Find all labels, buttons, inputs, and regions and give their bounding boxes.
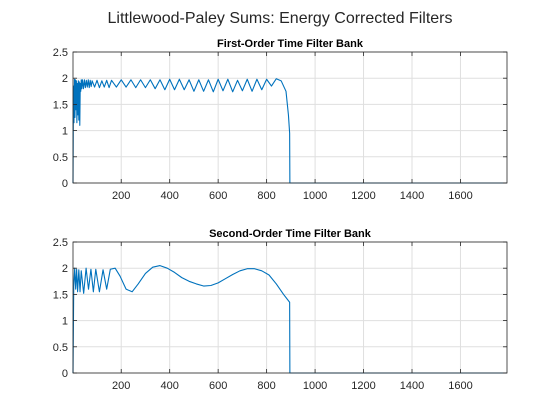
x-tick-label: 1000 [303, 380, 327, 392]
x-tick-label: 400 [161, 380, 179, 392]
y-tick-label: 0 [62, 368, 68, 380]
y-tick-label: 0.5 [53, 342, 68, 354]
x-tick-label: 1400 [400, 380, 424, 392]
series-line-1 [72, 78, 507, 184]
subplot-title: Second-Order Time Filter Bank [209, 228, 372, 240]
x-tick-label: 400 [161, 190, 179, 202]
axes-2: 200 400 600 800 1000 1200 1400 1600 0 0.5 1 1.5 2 2.5… [53, 228, 508, 392]
x-tick-label: 800 [257, 190, 275, 202]
y-tick-label: 1.5 [53, 99, 68, 111]
y-tick-label: 2.5 [53, 47, 68, 59]
y-tick-label: 2.5 [53, 237, 68, 249]
x-tick-label: 600 [209, 380, 227, 392]
axes-1: 200 400 600 800 1000 1200 1400 1600 0 0.5 1 1.5 2 2.5… [53, 38, 508, 202]
y-tick-label: 0.5 [53, 152, 68, 164]
axes-box [72, 51, 508, 184]
figure-title: Littlewood-Paley Sums: Energy Corrected … [107, 10, 453, 27]
y-tick-label: 1 [62, 316, 68, 328]
x-tick-label: 200 [112, 380, 130, 392]
x-tick-label: 1000 [303, 190, 327, 202]
y-tick-label: 1.5 [53, 289, 68, 301]
x-tick-label: 1400 [400, 190, 424, 202]
subplot-title: First-Order Time Filter Bank [217, 38, 364, 50]
x-tick-label: 1200 [351, 190, 375, 202]
x-tick-label: 1600 [448, 380, 472, 392]
series-line-1 [72, 265, 507, 374]
axes-box [72, 241, 508, 374]
x-tick-label: 800 [257, 380, 275, 392]
x-tick-label: 600 [209, 190, 227, 202]
x-tick-label: 1200 [351, 380, 375, 392]
x-tick-label: 1600 [448, 190, 472, 202]
x-tick-label: 200 [112, 190, 130, 202]
y-tick-label: 1 [62, 126, 68, 138]
y-tick-label: 2 [62, 73, 68, 85]
y-tick-label: 2 [62, 263, 68, 275]
y-tick-label: 0 [62, 178, 68, 190]
